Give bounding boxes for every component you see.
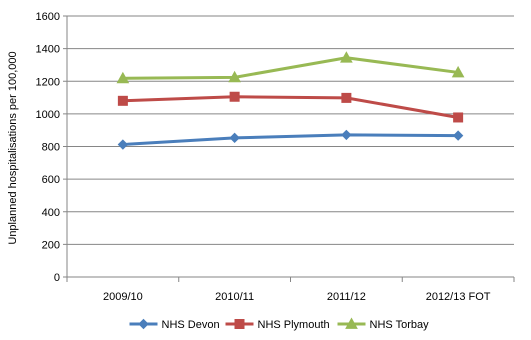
- legend-item-nhs-devon: NHS Devon: [129, 318, 220, 331]
- data-point-nhs-devon: [229, 132, 240, 144]
- data-point-nhs-plymouth: [117, 95, 128, 106]
- axes: 0 200 400 600 800 1000 1200 1400 1600 2009/10 2010…: [36, 11, 515, 303]
- series-nhs-plymouth: [117, 91, 464, 123]
- legend-label: NHS Devon: [162, 319, 220, 331]
- data-point-nhs-torbay: [451, 65, 465, 78]
- data-point-nhs-torbay: [228, 70, 241, 83]
- data-point-nhs-plymouth: [229, 91, 240, 102]
- data-point-nhs-devon: [341, 129, 352, 141]
- data-point-nhs-devon: [117, 139, 129, 150]
- series-nhs-devon: [117, 129, 464, 150]
- legend-item-nhs-plymouth: NHS Plymouth: [225, 319, 330, 331]
- y-axis-title: Unplanned hospitalisations per 100,000: [7, 51, 19, 244]
- y-tick-label: 800: [42, 142, 60, 154]
- x-tick-label: 2010/11: [215, 291, 254, 303]
- data-point-nhs-torbay: [340, 51, 353, 63]
- legend-marker-nhs-torbay: [345, 317, 358, 329]
- series-nhs-torbay: [116, 51, 465, 84]
- y-tick-label: 400: [42, 207, 60, 219]
- series-line-nhs-torbay: [122, 56, 459, 80]
- legend-item-nhs-torbay: NHS Torbay: [337, 317, 430, 331]
- legend-marker-nhs-devon: [138, 318, 149, 330]
- y-tick-label: 200: [42, 239, 60, 251]
- y-tick-label: 1000: [36, 109, 60, 121]
- data-point-nhs-torbay: [116, 71, 130, 84]
- x-tick-label: 2009/10: [103, 291, 143, 303]
- y-tick-label: 1200: [36, 76, 60, 88]
- series-line-nhs-devon: [122, 133, 459, 147]
- x-tick-label: 2011/12: [327, 291, 366, 303]
- y-tick-label: 600: [42, 174, 60, 186]
- series-lines: [116, 51, 465, 150]
- y-tick-label: 1400: [36, 44, 60, 56]
- legend-marker-nhs-plymouth: [234, 319, 245, 329]
- series-line-nhs-plymouth: [122, 95, 459, 119]
- x-tick-label: 2012/13 FOT: [426, 291, 491, 303]
- y-tick-label: 1600: [36, 11, 60, 23]
- data-point-nhs-plymouth: [341, 92, 352, 103]
- y-tick-label: 0: [54, 272, 60, 284]
- gridlines: [67, 15, 514, 278]
- legend: NHS Devon NHS Plymouth NHS Torbay: [129, 317, 430, 331]
- data-point-nhs-devon: [452, 130, 464, 141]
- legend-label: NHS Plymouth: [258, 319, 330, 331]
- legend-label: NHS Torbay: [370, 319, 430, 331]
- data-point-nhs-plymouth: [453, 112, 464, 123]
